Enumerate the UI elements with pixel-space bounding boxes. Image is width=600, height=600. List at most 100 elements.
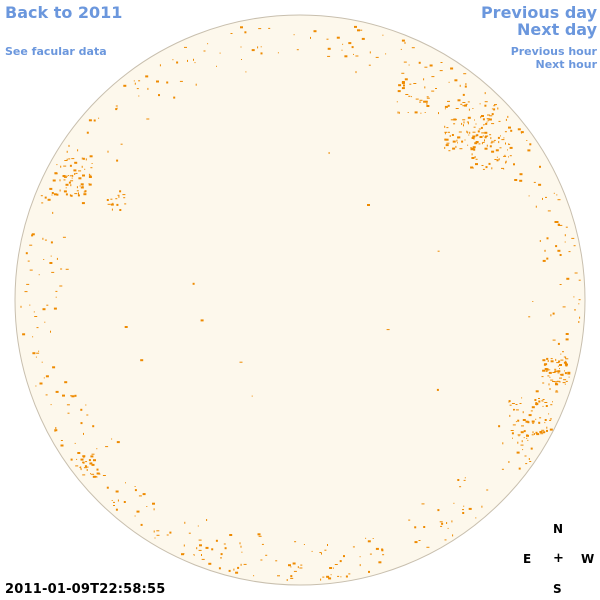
facula-speck xyxy=(467,122,469,125)
facula-speck xyxy=(56,257,58,260)
facula-speck xyxy=(484,147,488,150)
facula-speck xyxy=(352,546,355,548)
facula-speck xyxy=(444,132,446,135)
facula-speck xyxy=(445,144,449,147)
facula-speck xyxy=(88,183,92,186)
facula-speck xyxy=(205,546,209,549)
facula-speck xyxy=(426,97,430,99)
back-to-year-link[interactable]: Back to 2011 xyxy=(5,3,123,22)
facula-speck xyxy=(66,150,68,153)
next-day-link[interactable]: Next day xyxy=(517,20,597,39)
facula-speck xyxy=(241,59,242,60)
facula-speck xyxy=(78,177,82,180)
facula-speck xyxy=(91,463,95,466)
facula-speck xyxy=(420,112,422,114)
facula-speck xyxy=(480,116,482,119)
facula-speck xyxy=(115,490,119,493)
facula-speck xyxy=(548,371,552,374)
facula-speck xyxy=(440,62,443,63)
facula-speck xyxy=(426,105,430,107)
facula-speck xyxy=(70,395,73,397)
facula-speck xyxy=(233,568,235,571)
facula-speck xyxy=(183,553,185,555)
facula-speck xyxy=(559,224,563,226)
facula-speck xyxy=(193,554,195,556)
facula-speck xyxy=(550,404,553,406)
facula-speck xyxy=(83,193,87,196)
facula-speck xyxy=(35,356,37,358)
facula-speck xyxy=(525,420,529,423)
facula-speck xyxy=(552,372,556,373)
facula-speck xyxy=(467,116,471,119)
facula-speck xyxy=(431,76,435,78)
facula-speck xyxy=(153,530,155,533)
facula-speck xyxy=(60,268,63,270)
facula-speck xyxy=(123,84,127,87)
facula-speck xyxy=(477,130,480,133)
facula-speck xyxy=(369,51,371,54)
facula-speck xyxy=(83,467,87,469)
facula-speck xyxy=(491,108,493,110)
facula-speck xyxy=(541,429,545,431)
facula-speck xyxy=(375,56,379,58)
facula-speck xyxy=(29,244,33,246)
facula-speck xyxy=(106,199,109,201)
facula-speck xyxy=(447,104,450,107)
facula-speck xyxy=(436,388,439,391)
facula-speck xyxy=(504,131,507,133)
facula-speck xyxy=(33,311,35,313)
facula-speck xyxy=(398,90,401,92)
compass-west: W xyxy=(581,552,595,566)
facula-speck xyxy=(487,114,490,116)
facula-speck xyxy=(88,176,92,178)
facula-speck xyxy=(467,131,469,134)
facula-speck xyxy=(444,108,446,110)
facula-speck xyxy=(541,376,544,378)
facula-speck xyxy=(60,440,63,441)
facula-speck xyxy=(134,489,137,492)
facula-speck xyxy=(152,502,155,505)
facula-speck xyxy=(552,312,555,315)
facula-speck xyxy=(464,104,467,107)
facula-speck xyxy=(468,134,470,136)
facula-speck xyxy=(478,128,481,130)
facula-speck xyxy=(70,194,73,197)
facula-speck xyxy=(239,542,241,545)
facula-speck xyxy=(508,126,511,129)
facula-speck xyxy=(52,211,54,214)
facula-speck xyxy=(444,125,446,128)
facula-speck xyxy=(45,394,48,396)
facula-speck xyxy=(40,195,43,197)
facula-speck xyxy=(532,431,534,434)
facula-speck xyxy=(76,190,79,192)
previous-day-link[interactable]: Previous day xyxy=(480,3,597,22)
facula-speck xyxy=(293,34,295,36)
facula-speck xyxy=(562,382,566,384)
facula-speck xyxy=(466,130,468,133)
facula-speck xyxy=(91,453,95,455)
see-facular-data-link[interactable]: See facular data xyxy=(5,45,107,58)
facula-speck xyxy=(195,83,197,86)
facula-speck xyxy=(59,189,61,192)
facula-speck xyxy=(65,193,68,196)
facula-speck xyxy=(138,80,141,82)
facula-speck xyxy=(73,169,77,172)
facula-speck xyxy=(546,357,549,360)
facula-speck xyxy=(215,539,218,542)
facula-speck xyxy=(110,203,114,206)
facula-speck xyxy=(138,95,140,97)
facula-speck xyxy=(475,141,479,143)
facula-speck xyxy=(200,319,204,322)
facula-speck xyxy=(455,108,459,109)
facula-speck xyxy=(113,505,115,506)
facula-speck xyxy=(497,107,499,110)
facula-speck xyxy=(519,179,523,182)
facula-speck xyxy=(528,195,530,197)
facula-speck xyxy=(539,240,541,242)
facula-speck xyxy=(228,569,231,572)
facula-speck xyxy=(65,268,69,270)
previous-hour-link[interactable]: Previous hour xyxy=(510,45,597,58)
next-hour-link[interactable]: Next hour xyxy=(535,58,598,71)
facula-speck xyxy=(355,71,357,74)
facula-speck xyxy=(56,193,59,196)
